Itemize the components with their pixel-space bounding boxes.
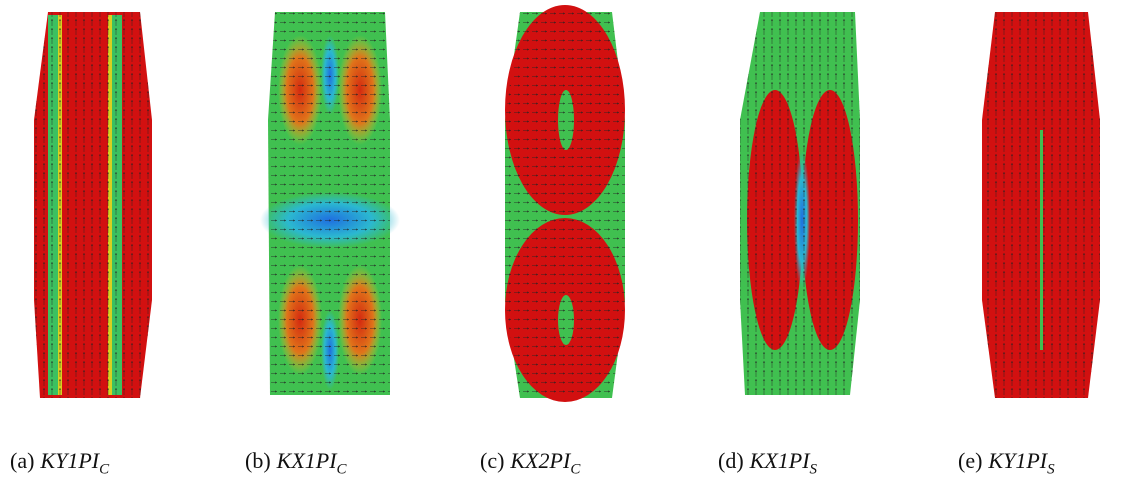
panel-e bbox=[982, 12, 1100, 398]
panel-d bbox=[740, 12, 860, 395]
caption-label: (c) bbox=[480, 448, 505, 473]
caption-label: (b) bbox=[245, 448, 271, 473]
caption-subscript: C bbox=[570, 461, 581, 477]
caption: (c) KX2PIC bbox=[480, 448, 580, 477]
caption-subscript: C bbox=[99, 461, 110, 477]
caption-label: (e) bbox=[958, 448, 983, 473]
caption-name: KX2PI bbox=[510, 448, 571, 473]
panel-c bbox=[505, 5, 625, 402]
caption-name: KY1PI bbox=[988, 448, 1048, 473]
caption: (e) KY1PIS bbox=[958, 448, 1055, 477]
caption: (d) KX1PIS bbox=[718, 448, 817, 477]
caption-subscript: S bbox=[1047, 461, 1055, 477]
caption-label: (a) bbox=[10, 448, 35, 473]
caption: (a) KY1PIC bbox=[10, 448, 109, 477]
caption: (b) KX1PIC bbox=[245, 448, 347, 477]
caption-name: KX1PI bbox=[749, 448, 810, 473]
caption-name: KY1PI bbox=[40, 448, 100, 473]
caption-subscript: S bbox=[809, 461, 818, 477]
caption-name: KX1PI bbox=[276, 448, 337, 473]
panel-a bbox=[34, 12, 152, 398]
flow-panels bbox=[34, 5, 1100, 402]
caption-label: (d) bbox=[718, 448, 744, 473]
caption-subscript: C bbox=[336, 461, 347, 477]
panel-b bbox=[260, 12, 400, 395]
